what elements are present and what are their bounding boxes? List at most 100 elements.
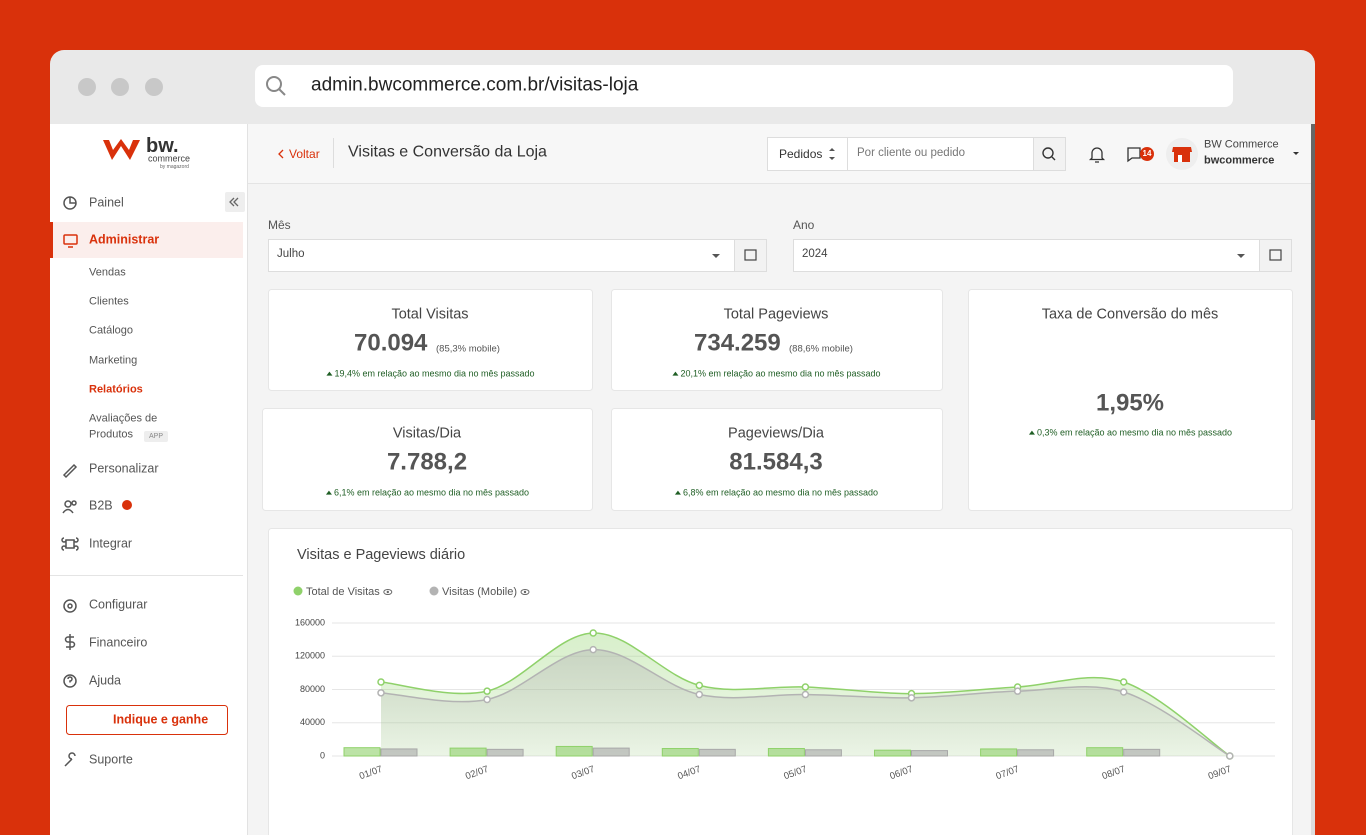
menu-item[interactable]: Financeiro <box>89 635 148 650</box>
card-value: 1,95% <box>1095 389 1165 417</box>
bar <box>911 750 948 757</box>
legend-label: Total de Visitas <box>306 586 380 598</box>
bar <box>555 745 593 757</box>
legend-label: Visitas (Mobile) <box>442 586 517 598</box>
select-caret <box>712 254 720 258</box>
chart-card <box>268 528 1293 835</box>
url-bar[interactable] <box>255 65 1233 107</box>
logo-by: by magazord <box>160 164 189 170</box>
menu-item[interactable]: Integrar <box>89 536 133 551</box>
scrollbar[interactable] <box>1311 124 1315 835</box>
chart-title: Visitas e Pageviews diário <box>297 547 465 563</box>
menu-item[interactable]: Administrar <box>89 232 160 247</box>
collapse-icon <box>229 197 239 207</box>
bar <box>874 749 911 757</box>
window-dot <box>78 78 96 96</box>
legend-eye <box>520 589 530 595</box>
legend-swatch <box>293 586 303 596</box>
year-select[interactable] <box>793 239 1260 272</box>
search-input[interactable] <box>847 137 1034 171</box>
scrollbar-thumb[interactable] <box>1311 124 1315 420</box>
collapse-button[interactable] <box>225 192 245 212</box>
menu-item[interactable]: Configurar <box>89 597 148 612</box>
bell-icon[interactable] <box>1088 147 1106 163</box>
data-point <box>483 687 491 695</box>
card-value: 81.584,3 <box>729 448 823 476</box>
url[interactable]: admin.bwcommerce.com.br/visitas-loja <box>311 74 639 96</box>
card-value: 734.259 <box>694 329 781 357</box>
search-scope-label[interactable]: Pedidos <box>779 146 823 161</box>
data-point <box>1013 687 1022 695</box>
card-change: 0,3% em relação ao mesmo dia no mês pass… <box>1028 428 1232 439</box>
data-point <box>801 683 810 691</box>
data-point <box>695 681 704 690</box>
user-caret[interactable] <box>1293 152 1299 155</box>
filter-value[interactable]: Julho <box>277 248 305 261</box>
menu-item[interactable]: B2B <box>89 498 113 513</box>
submenu-item[interactable]: Relatórios <box>89 383 143 396</box>
window-dot <box>111 78 129 96</box>
data-point <box>801 690 810 699</box>
y-tick-label: 40000 <box>300 717 325 727</box>
search-placeholder[interactable]: Por cliente ou pedido <box>857 147 966 160</box>
y-tick-label: 120000 <box>295 651 325 661</box>
store-icon <box>1172 147 1192 162</box>
legend-eye <box>383 589 393 595</box>
b2b-badge <box>122 500 132 510</box>
search-icon <box>1051 156 1056 161</box>
submenu-item[interactable]: Vendas <box>89 266 126 279</box>
user-name[interactable]: BW Commerce <box>1204 138 1279 151</box>
invite-label[interactable]: Indique e ganhe <box>113 712 209 727</box>
card-title: Visitas/Dia <box>392 425 462 442</box>
menu-item[interactable]: Personalizar <box>89 461 159 476</box>
app-badge <box>144 431 168 442</box>
search-button[interactable] <box>1033 137 1066 171</box>
x-tick-label: 09/07 <box>1207 764 1233 782</box>
menu-item[interactable]: Suporte <box>89 752 133 767</box>
submenu-item[interactable]: Marketing <box>89 354 138 367</box>
data-point <box>1226 752 1234 760</box>
data-point <box>483 695 491 704</box>
menu-item[interactable]: Ajuda <box>89 673 121 688</box>
legend-eye <box>386 590 389 594</box>
calendar-icon <box>744 249 757 261</box>
bar <box>804 749 842 757</box>
back-link[interactable]: Voltar <box>289 146 320 161</box>
filter-value[interactable]: 2024 <box>802 248 828 261</box>
y-tick-label: 0 <box>320 750 325 760</box>
data-point <box>907 694 916 702</box>
invite-button[interactable] <box>66 705 228 735</box>
data-point <box>589 629 597 637</box>
page-title: Visitas e Conversão da Loja <box>348 143 547 161</box>
submenu-item[interactable]: Clientes <box>89 295 129 308</box>
data-point <box>589 645 597 654</box>
data-point <box>695 690 704 699</box>
bar <box>980 748 1018 757</box>
month-select[interactable] <box>268 239 735 272</box>
x-tick-label: 05/07 <box>782 764 808 782</box>
chat-icon[interactable] <box>1127 147 1141 163</box>
user-login[interactable]: bwcommerce <box>1204 154 1275 167</box>
x-tick-label: 06/07 <box>888 764 914 782</box>
menu-item[interactable]: Painel <box>89 195 124 210</box>
bar <box>661 748 699 757</box>
x-tick-label: 04/07 <box>676 764 702 782</box>
submenu-item[interactable]: Produtos <box>89 428 134 441</box>
calendar-button[interactable] <box>1259 239 1292 272</box>
card <box>262 408 593 511</box>
submenu-item[interactable]: Catálogo <box>89 324 134 337</box>
window-dot <box>145 78 163 96</box>
chart: Visitas e Pageviews diário Total de Visi… <box>293 547 1275 782</box>
bar <box>486 748 524 757</box>
calendar-button[interactable] <box>734 239 767 272</box>
select-icon <box>829 148 835 160</box>
card-change: 6,8% em relação ao mesmo dia no mês pass… <box>674 488 878 499</box>
search-scope[interactable] <box>767 137 848 171</box>
bar <box>767 748 805 757</box>
active-indicator <box>50 222 53 258</box>
filter-label: Mês <box>268 217 291 232</box>
submenu-item[interactable]: Avaliações de <box>89 412 158 425</box>
x-tick-label: 02/07 <box>464 764 490 782</box>
card-detail: (88,6% mobile) <box>789 343 853 355</box>
